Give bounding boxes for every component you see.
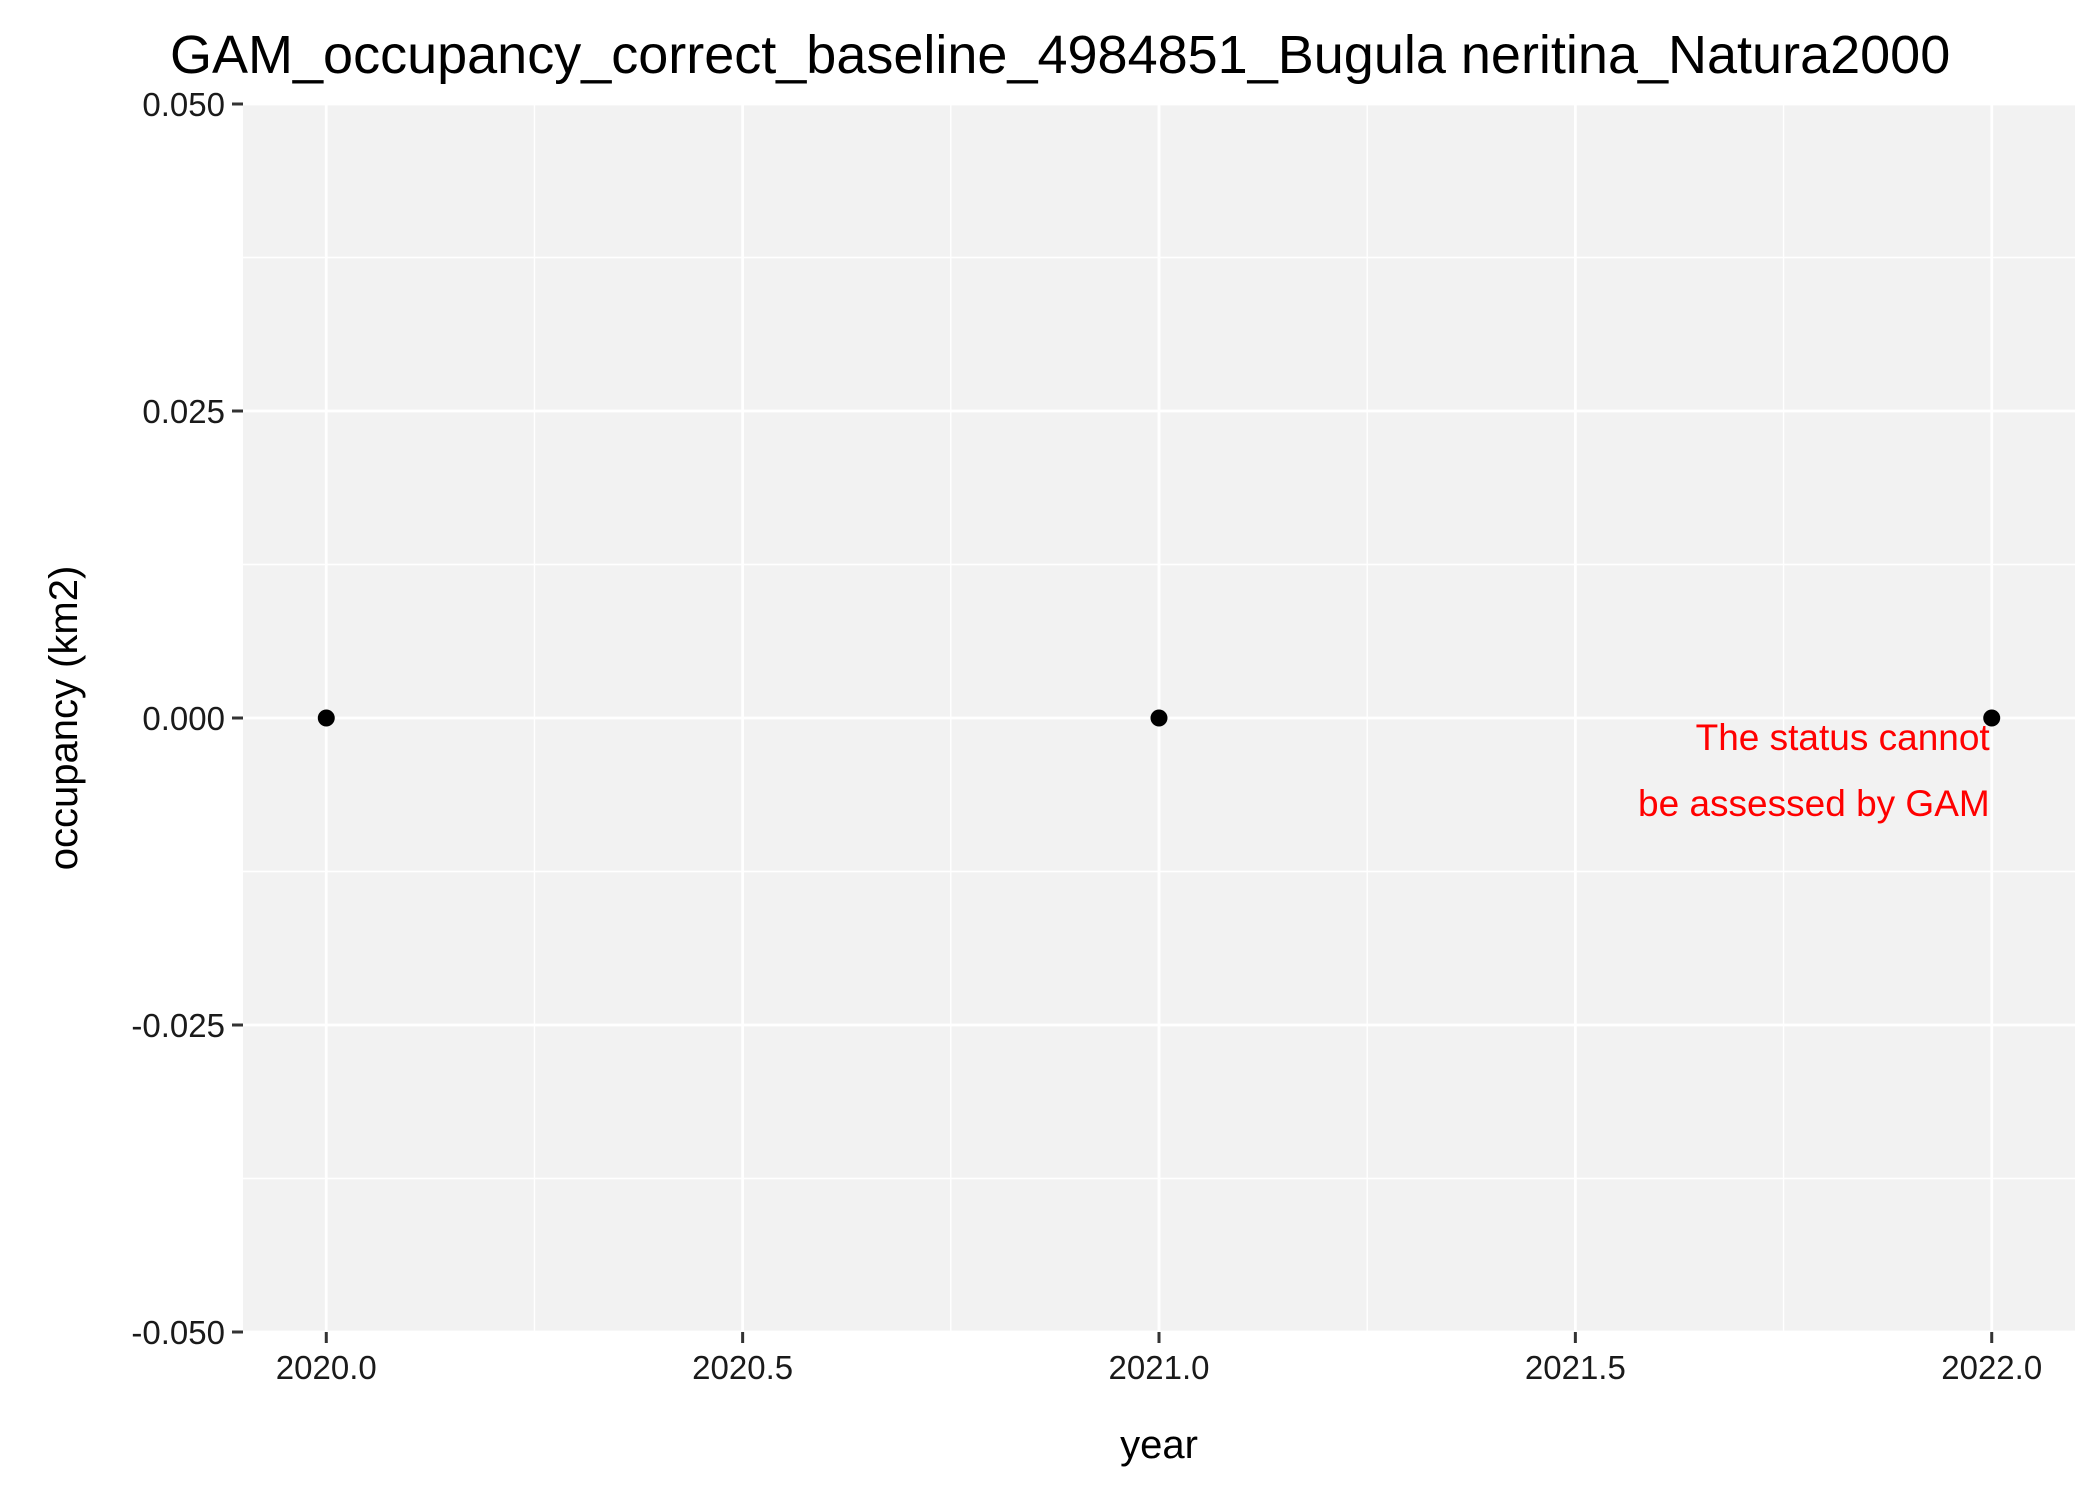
y-tick-label: 0.025 bbox=[142, 393, 225, 430]
y-axis: -0.050 -0.025 0.000 0.025 0.050 bbox=[131, 86, 243, 1351]
data-point bbox=[1983, 709, 2001, 727]
x-tick-label: 2020.0 bbox=[276, 1349, 377, 1386]
data-point bbox=[317, 709, 335, 727]
x-axis-title: year bbox=[1120, 1423, 1198, 1467]
x-axis: 2020.0 2020.5 2021.0 2021.5 2022.0 bbox=[276, 1332, 2042, 1386]
annotation-text: The status cannot be assessed by GAM bbox=[1638, 717, 1990, 824]
x-tick-label: 2021.0 bbox=[1109, 1349, 1210, 1386]
x-tick-label: 2020.5 bbox=[692, 1349, 793, 1386]
y-tick-label: -0.025 bbox=[131, 1007, 225, 1044]
y-tick-label: 0.000 bbox=[142, 700, 225, 737]
y-axis-title: occupancy (km2) bbox=[42, 566, 86, 871]
x-tick-label: 2021.5 bbox=[1525, 1349, 1626, 1386]
chart-title: GAM_occupancy_correct_baseline_4984851_B… bbox=[170, 25, 1950, 85]
y-tick-label: -0.050 bbox=[131, 1314, 225, 1351]
data-point bbox=[1150, 709, 1168, 727]
y-tick-label: 0.050 bbox=[142, 86, 225, 123]
annotation-line: The status cannot bbox=[1696, 717, 1991, 758]
data-points bbox=[317, 709, 2001, 727]
x-tick-label: 2022.0 bbox=[1941, 1349, 2042, 1386]
annotation-line: be assessed by GAM bbox=[1638, 783, 1990, 824]
